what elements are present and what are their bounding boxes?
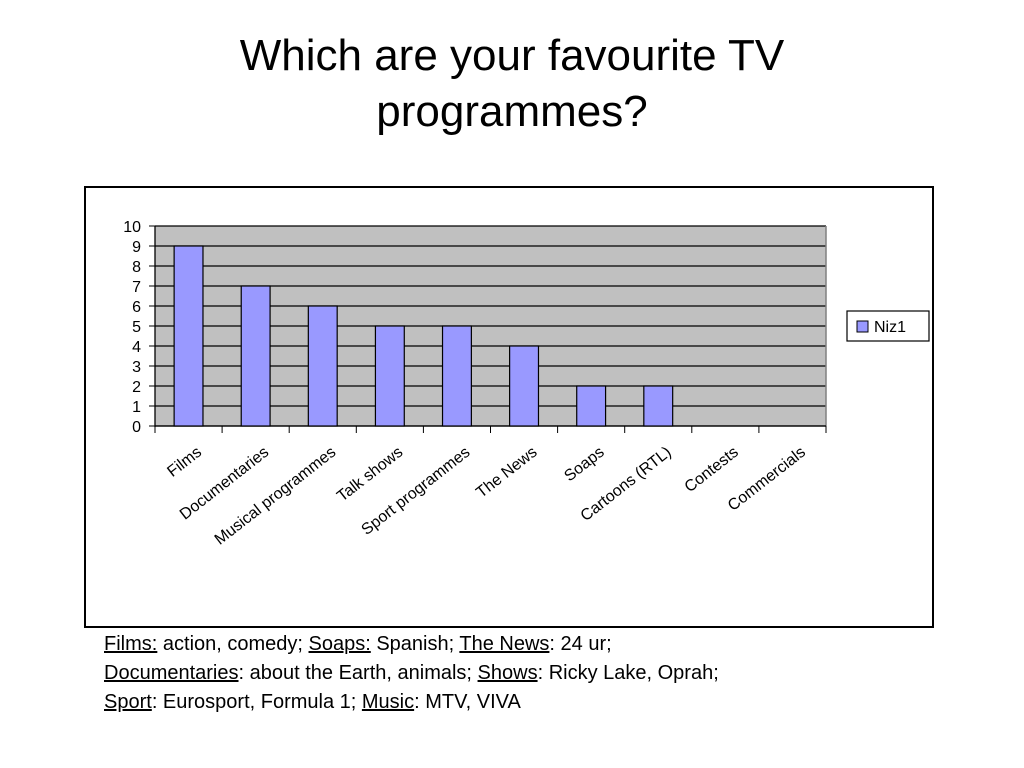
caption-line-1: Films: action, comedy; Soaps: Spanish; T… xyxy=(104,630,984,659)
y-tick-label: 7 xyxy=(132,279,141,296)
slide-title: Which are your favourite TV programmes? xyxy=(0,28,1024,140)
caption-term-sport: Sport xyxy=(104,691,152,713)
caption-term-news: The News xyxy=(459,633,550,655)
caption-term-shows: Shows xyxy=(477,662,538,684)
x-tick-label: The News xyxy=(473,444,540,502)
bar xyxy=(509,345,540,427)
x-tick-label: Sport programmes xyxy=(359,444,474,539)
y-tick-label: 9 xyxy=(132,239,141,256)
caption: Films: action, comedy; Soaps: Spanish; T… xyxy=(104,630,984,717)
chart-frame: 0 1 2 3 4 5 6 7 8 9 10 Films Documentaries Musical pr… xyxy=(84,186,934,628)
slide-title-line-2: programmes? xyxy=(376,87,648,136)
bar xyxy=(374,325,405,427)
caption-text-sport: : Eurosport, Formula 1; xyxy=(151,691,362,713)
slide-title-line-1: Which are your favourite TV xyxy=(239,31,785,80)
caption-text-films: action, comedy; xyxy=(157,633,309,655)
caption-text-documentaries: : about the Earth, animals; xyxy=(238,662,478,684)
bar xyxy=(576,385,607,427)
x-tick-label: Films xyxy=(164,444,205,481)
y-tick-label: 10 xyxy=(123,219,141,236)
bar xyxy=(307,305,338,427)
y-tick-label: 3 xyxy=(132,359,141,376)
caption-line-3: Sport: Eurosport, Formula 1; Music: MTV,… xyxy=(104,688,984,717)
y-tick-label: 5 xyxy=(132,319,141,336)
bar xyxy=(441,325,472,427)
x-tick-label: Contests xyxy=(682,444,742,496)
caption-term-films: Films: xyxy=(104,633,158,655)
y-tick-label: 8 xyxy=(132,259,141,276)
caption-term-soaps: Soaps: xyxy=(308,633,371,655)
caption-term-music: Music xyxy=(361,691,415,713)
x-tick-label: Soaps xyxy=(561,444,607,485)
caption-text-music: : MTV, VIVA xyxy=(414,691,521,713)
caption-text-soaps: Spanish; xyxy=(370,633,460,655)
legend-label: Niz1 xyxy=(874,319,906,336)
legend-swatch xyxy=(856,320,869,333)
y-tick-label: 0 xyxy=(132,419,141,436)
caption-line-2: Documentaries: about the Earth, animals;… xyxy=(104,659,984,688)
y-tick-label: 2 xyxy=(132,379,141,396)
y-tick-label: 4 xyxy=(132,339,141,356)
bar xyxy=(643,385,674,427)
y-tick-label: 6 xyxy=(132,299,141,316)
caption-text-news: : 24 ur; xyxy=(549,633,612,655)
bar xyxy=(173,245,204,427)
y-tick-label: 1 xyxy=(132,399,141,416)
caption-text-shows: : Ricky Lake, Oprah; xyxy=(537,662,719,684)
caption-term-documentaries: Documentaries xyxy=(104,662,239,684)
x-tick-label: Musical programmes xyxy=(212,444,339,549)
bar xyxy=(240,285,271,427)
